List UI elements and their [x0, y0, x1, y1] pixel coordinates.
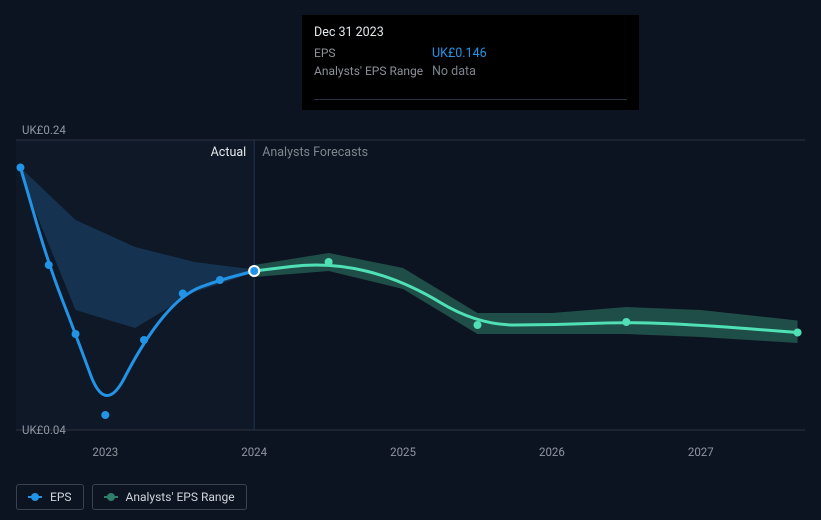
tooltip-rows: EPSUK£0.146Analysts' EPS RangeNo data — [314, 46, 627, 79]
svg-text:Actual: Actual — [211, 145, 247, 160]
tooltip-row: EPSUK£0.146 — [314, 46, 627, 61]
svg-text:2026: 2026 — [539, 445, 565, 459]
svg-text:2023: 2023 — [92, 445, 118, 459]
legend-item[interactable]: Analysts' EPS Range — [92, 484, 247, 510]
tooltip-row: Analysts' EPS RangeNo data — [314, 64, 627, 79]
chart-legend: EPS Analysts' EPS Range — [16, 484, 247, 510]
chart-container: UK£0.24 UK£0.04 Actual Analysts Forecasts 20… — [0, 0, 821, 520]
legend-item[interactable]: EPS — [16, 484, 84, 510]
svg-text:Analysts Forecasts: Analysts Forecasts — [262, 145, 368, 160]
tooltip-row-label: Analysts' EPS Range — [314, 64, 432, 79]
tooltip-date: Dec 31 2023 — [314, 25, 627, 40]
legend-swatch — [104, 496, 118, 498]
svg-text:UK£0.04: UK£0.04 — [22, 423, 66, 437]
svg-text:UK£0.24: UK£0.24 — [22, 123, 66, 137]
svg-text:2024: 2024 — [241, 445, 267, 459]
svg-text:2025: 2025 — [390, 445, 416, 459]
legend-label: EPS — [50, 490, 72, 504]
tooltip-row-value: No data — [432, 64, 476, 79]
tooltip-row-value: UK£0.146 — [432, 46, 487, 61]
svg-text:2027: 2027 — [688, 445, 714, 459]
tooltip-divider — [314, 99, 627, 100]
legend-label: Analysts' EPS Range — [126, 490, 235, 504]
chart-tooltip: Dec 31 2023 EPSUK£0.146Analysts' EPS Ran… — [302, 15, 639, 110]
legend-swatch — [28, 496, 42, 498]
tooltip-row-label: EPS — [314, 46, 432, 61]
